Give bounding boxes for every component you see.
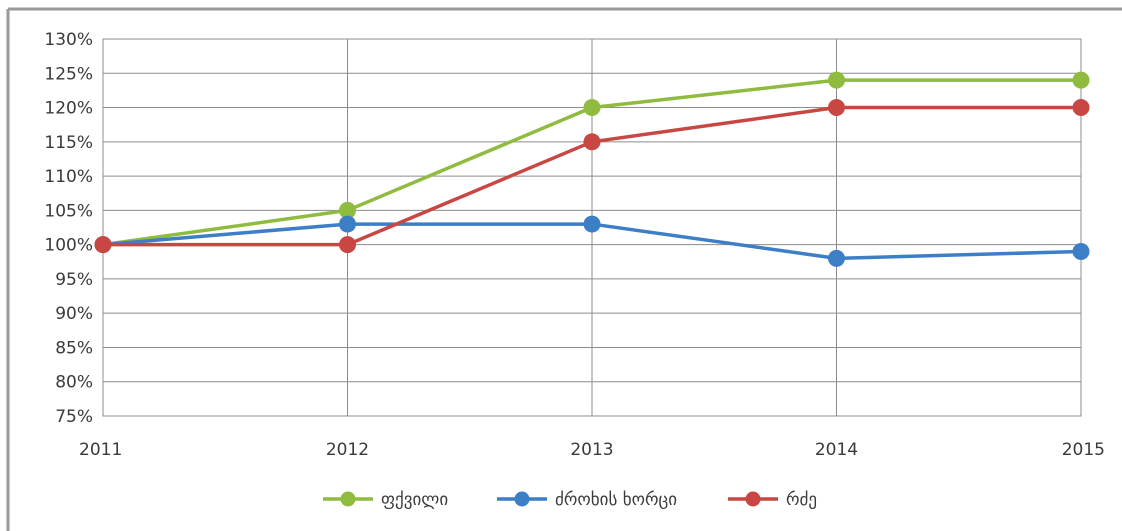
x-tick-label: 2015 bbox=[1062, 440, 1105, 460]
data-point-2-2 bbox=[583, 133, 601, 151]
x-tick-label: 2012 bbox=[326, 440, 369, 460]
y-tick-label: 90% bbox=[55, 304, 93, 324]
legend-marker-1 bbox=[514, 491, 530, 507]
x-tick-label: 2011 bbox=[79, 440, 122, 460]
legend-label-1: ძროხის ხორცი bbox=[555, 490, 677, 510]
y-tick-label: 85% bbox=[55, 338, 93, 358]
data-point-0-1 bbox=[339, 201, 356, 219]
y-tick-label: 105% bbox=[44, 201, 93, 221]
y-tick-label: 125% bbox=[44, 64, 93, 84]
y-tick-label: 130% bbox=[44, 30, 93, 50]
data-point-0-4 bbox=[1072, 71, 1090, 89]
y-tick-label: 75% bbox=[55, 407, 93, 427]
legend-label-0: ფქვილი bbox=[381, 490, 448, 510]
data-point-1-4 bbox=[1072, 242, 1090, 260]
data-point-0-2 bbox=[583, 99, 601, 117]
plot-area-border bbox=[102, 38, 1082, 417]
grid-layer bbox=[102, 38, 1082, 417]
series-layer bbox=[94, 71, 1090, 267]
legend-marker-2 bbox=[745, 491, 761, 507]
y-tick-label: 100% bbox=[44, 236, 93, 256]
x-tick-label: 2014 bbox=[815, 440, 858, 460]
x-tick-label: 2013 bbox=[570, 440, 613, 460]
data-point-2-3 bbox=[828, 99, 845, 117]
legend-marker-0 bbox=[340, 491, 356, 507]
data-point-2-4 bbox=[1072, 99, 1090, 117]
y-tick-label: 110% bbox=[44, 167, 93, 187]
y-tick-label: 115% bbox=[44, 133, 93, 153]
y-tick-label: 120% bbox=[44, 99, 93, 119]
data-point-1-1 bbox=[339, 215, 356, 233]
y-tick-label: 95% bbox=[55, 270, 93, 290]
data-point-1-3 bbox=[828, 249, 845, 267]
data-point-2-0 bbox=[94, 236, 112, 254]
axis-layer: 75% 80% 85% 90% 95% 100% 105% 110% 115% 120% 125% 1… bbox=[44, 30, 1105, 460]
data-point-1-2 bbox=[583, 215, 601, 233]
chart-legend: ფქვილი ძროხის ხორცი რძე bbox=[323, 490, 817, 510]
data-point-0-3 bbox=[828, 71, 845, 89]
data-point-2-1 bbox=[339, 236, 356, 254]
y-tick-label: 80% bbox=[55, 373, 93, 393]
legend-label-2: რძე bbox=[786, 490, 817, 510]
